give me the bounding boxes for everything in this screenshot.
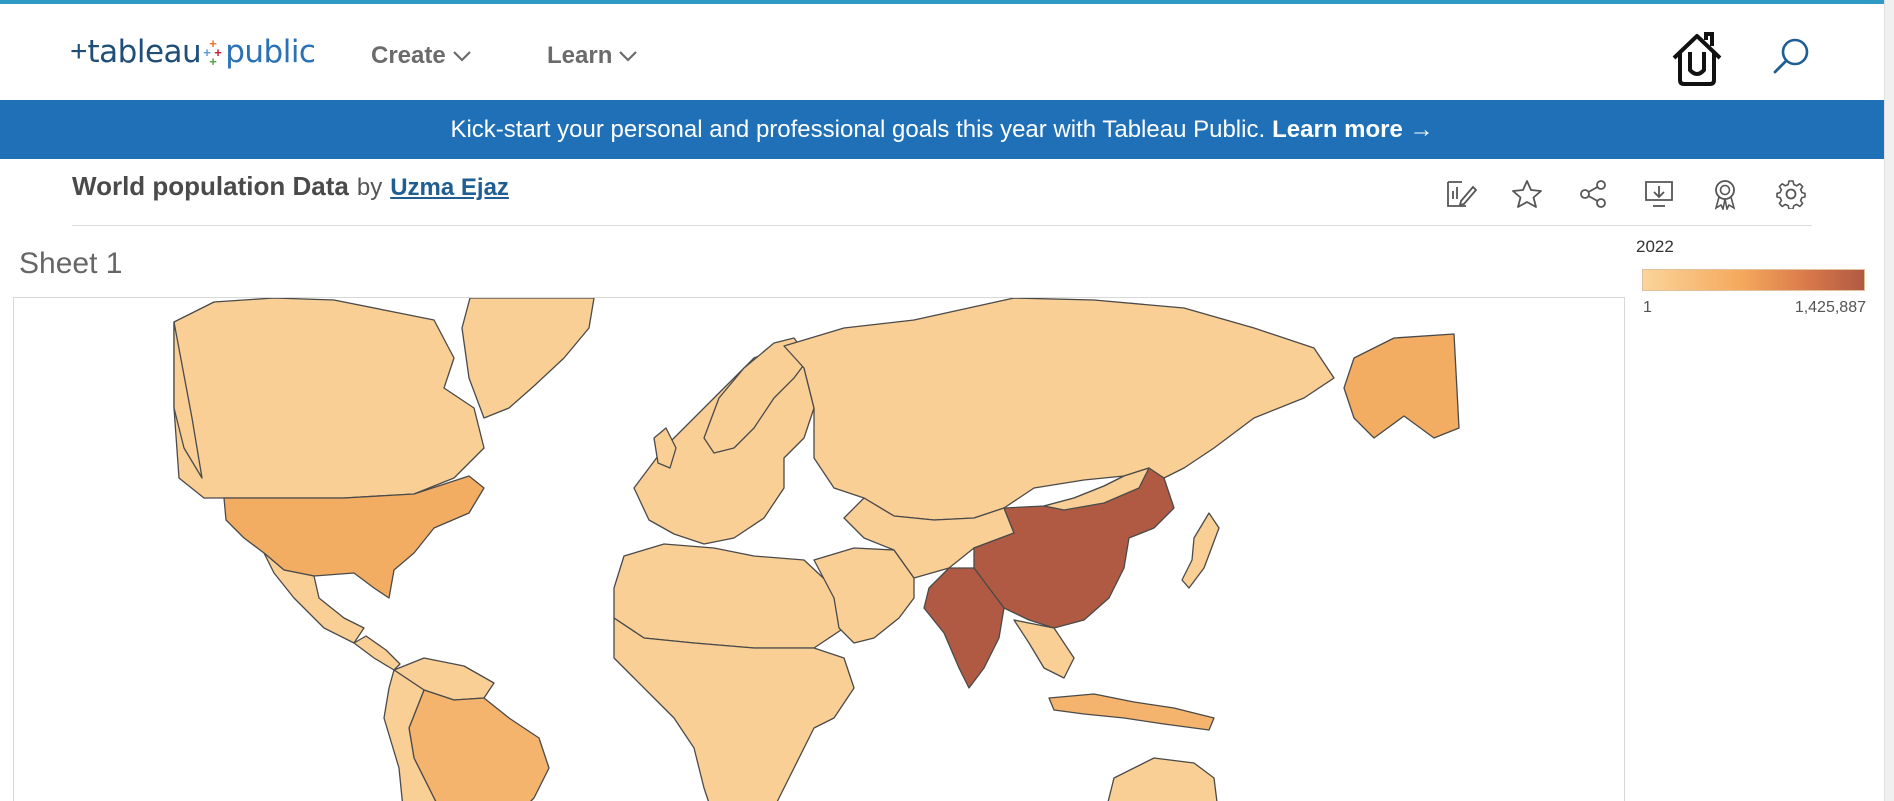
top-accent-strip xyxy=(0,0,1894,4)
legend-max-label: 1,425,887 xyxy=(1794,299,1866,316)
nav-learn[interactable]: Learn xyxy=(547,42,638,70)
map-region-australia[interactable] xyxy=(1104,757,1219,801)
tableau-public-logo[interactable]: + tableau + + + + public xyxy=(70,34,316,70)
chevron-down-icon xyxy=(619,51,638,62)
map-region-japan[interactable] xyxy=(1181,512,1220,589)
viz-title: World population Data xyxy=(72,171,349,201)
viz-title-bar: World population Data by Uzma Ejaz xyxy=(72,171,509,202)
map-region-indonesia[interactable] xyxy=(1048,693,1215,731)
edit-chart-icon xyxy=(1447,181,1477,207)
site-header: + tableau + + + + public Create Learn xyxy=(0,4,1884,100)
map-region-middle-east[interactable] xyxy=(813,547,915,644)
search-icon[interactable] xyxy=(1772,36,1812,76)
logo-word-public: public xyxy=(225,34,316,70)
edit-chart-button[interactable] xyxy=(1428,176,1494,212)
map-region-alaska[interactable] xyxy=(1343,333,1460,439)
sheet-title: Sheet 1 xyxy=(19,247,123,280)
chevron-down-icon xyxy=(452,51,471,62)
map-region-canada[interactable] xyxy=(173,298,485,499)
banner-learn-more-link[interactable]: Learn more → xyxy=(1272,115,1434,143)
map-region-russia[interactable] xyxy=(783,298,1335,521)
map-region-usa[interactable] xyxy=(223,475,485,599)
star-icon xyxy=(1512,180,1542,208)
map-region-uk[interactable] xyxy=(653,427,677,469)
map-region-central-america[interactable] xyxy=(353,635,401,671)
viz-toolbar xyxy=(1428,176,1824,212)
download-icon xyxy=(1645,181,1673,207)
map-region-alaska-west[interactable] xyxy=(173,321,203,479)
author-link[interactable]: Uzma Ejaz xyxy=(390,174,509,201)
logo-word-tableau: tableau xyxy=(87,34,202,70)
window-scrollbar[interactable] xyxy=(1884,0,1894,801)
badge-button[interactable] xyxy=(1692,176,1758,212)
world-choropleth-map[interactable] xyxy=(14,298,1625,801)
map-region-south-america-west[interactable] xyxy=(383,669,444,801)
map-region-mongolia[interactable] xyxy=(1043,467,1150,511)
map-region-southeast-asia[interactable] xyxy=(1013,619,1075,679)
legend-color-ramp xyxy=(1642,269,1865,291)
banner-text: Kick-start your personal and professiona… xyxy=(450,115,1266,143)
share-icon xyxy=(1580,180,1606,208)
promo-banner: Kick-start your personal and professiona… xyxy=(0,100,1884,159)
nav-create[interactable]: Create xyxy=(371,42,472,70)
map-region-india[interactable] xyxy=(923,567,1005,689)
map-region-mexico[interactable] xyxy=(263,552,365,644)
download-button[interactable] xyxy=(1626,176,1692,212)
legend-title: 2022 xyxy=(1636,237,1674,256)
viz-by-label: by xyxy=(356,174,383,201)
favorite-button[interactable] xyxy=(1494,176,1560,212)
logo-plus-glyph: + xyxy=(70,35,88,68)
home-icon[interactable] xyxy=(1670,30,1724,88)
nav-create-label: Create xyxy=(371,42,446,69)
settings-button[interactable] xyxy=(1758,176,1824,212)
badge-icon xyxy=(1714,180,1736,210)
logo-cross-icon: + + + + xyxy=(203,36,222,69)
gear-icon xyxy=(1776,180,1806,209)
map-region-greenland[interactable] xyxy=(461,298,595,419)
map-region-brazil[interactable] xyxy=(408,689,550,801)
share-button[interactable] xyxy=(1560,176,1626,212)
map-view[interactable] xyxy=(13,297,1625,801)
map-region-scandinavia[interactable] xyxy=(703,337,810,454)
legend-min-label: 1 xyxy=(1643,299,1652,316)
map-region-north-africa[interactable] xyxy=(613,543,845,649)
map-region-central-africa[interactable] xyxy=(613,617,855,801)
title-divider xyxy=(72,225,1812,226)
nav-learn-label: Learn xyxy=(547,42,613,69)
